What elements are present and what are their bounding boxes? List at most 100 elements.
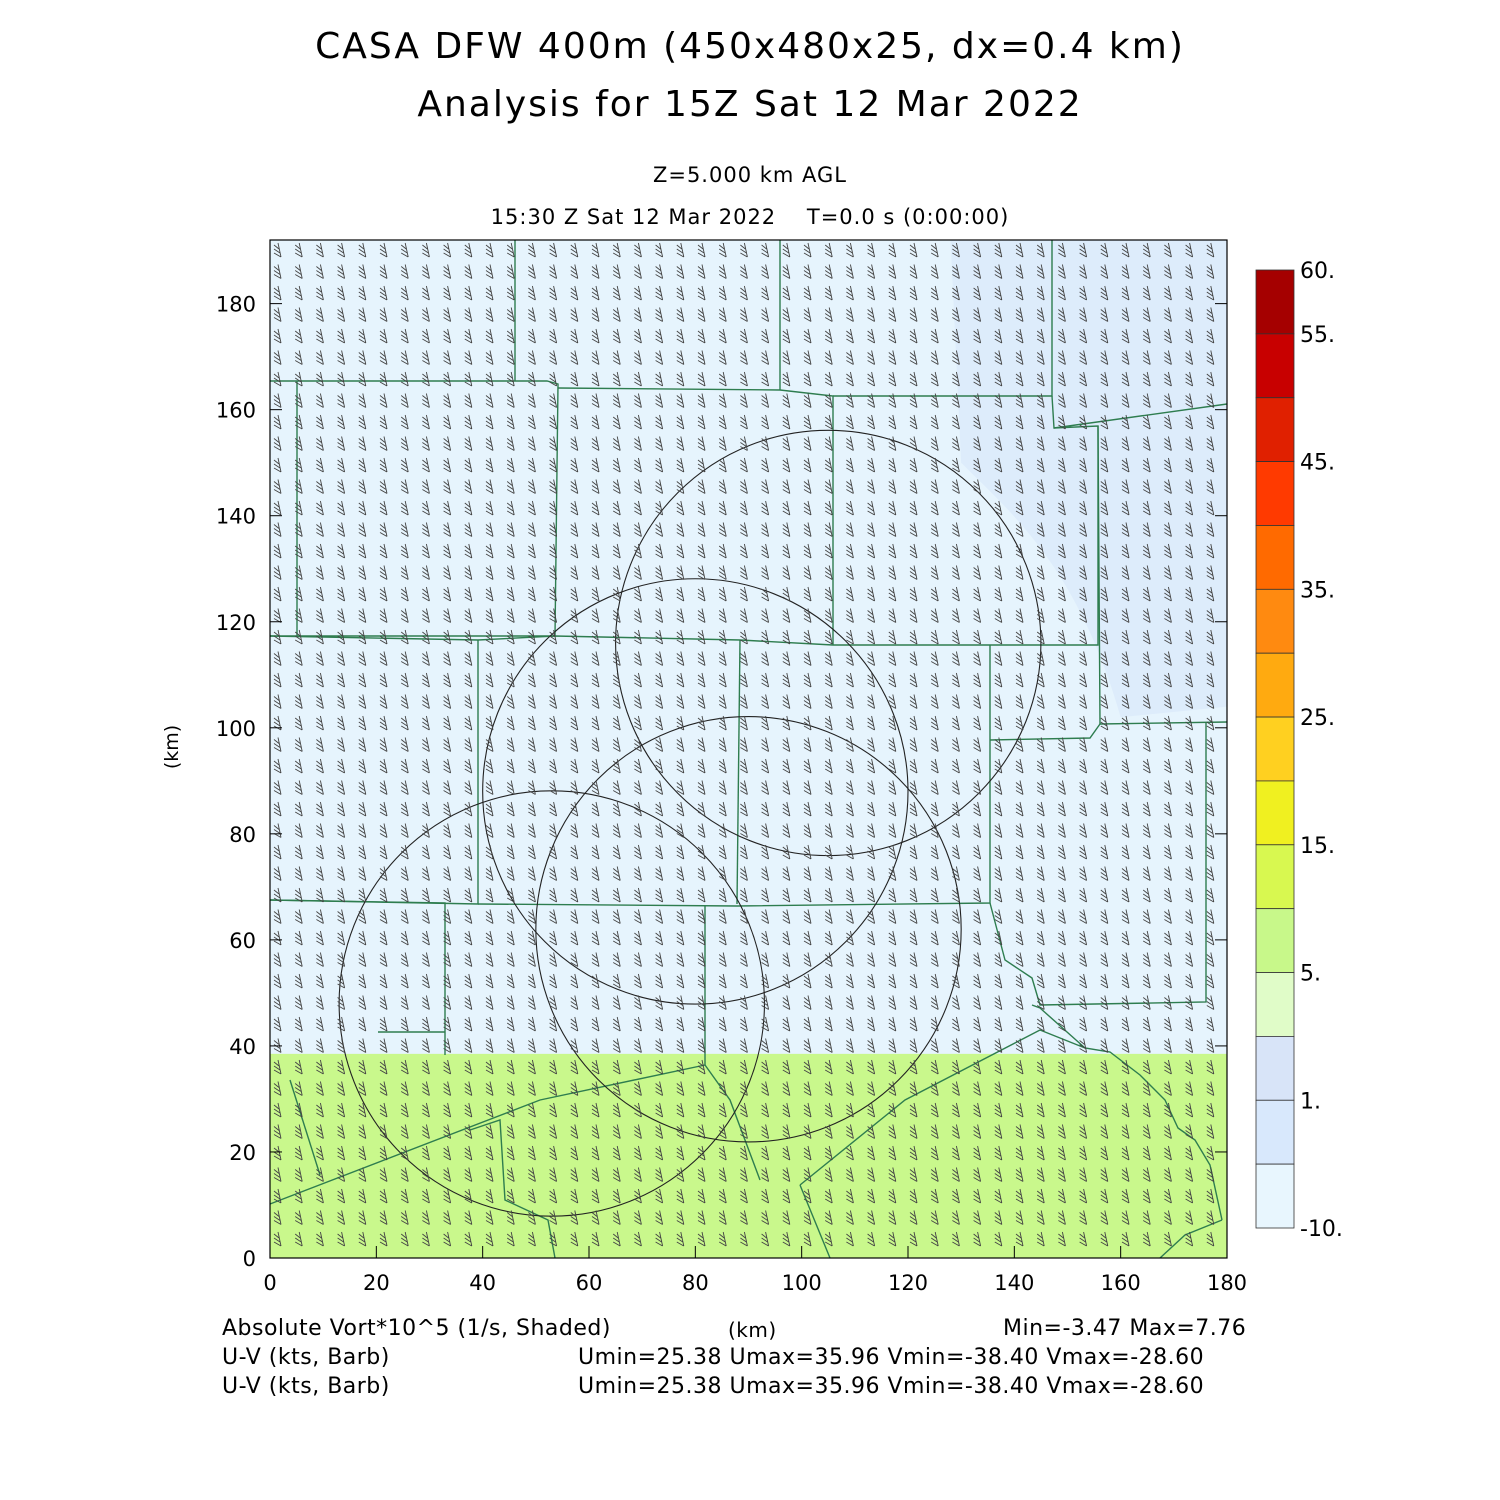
wind-barb <box>612 1124 621 1139</box>
wind-barb <box>464 651 473 666</box>
county-boundary-12 <box>736 639 741 905</box>
wind-barb <box>1100 995 1109 1010</box>
wind-barb <box>1058 543 1066 559</box>
wind-barb <box>528 715 536 731</box>
wind-barb <box>1185 608 1194 623</box>
wind-barb <box>570 436 579 451</box>
wind-barb <box>528 1167 536 1182</box>
wind-barb <box>846 1210 854 1225</box>
wind-barb <box>1185 909 1194 924</box>
wind-barb <box>485 328 494 344</box>
wind-barb <box>909 1081 918 1096</box>
wind-barb <box>612 436 621 451</box>
wind-barb <box>1164 285 1172 301</box>
colorbar-swatch <box>1255 525 1295 590</box>
wind-barb <box>379 952 388 967</box>
wind-barb <box>930 844 939 860</box>
wind-barb <box>337 586 346 602</box>
wind-barb <box>528 565 536 580</box>
valid-time-label: 15:30 Z Sat 12 Mar 2022 T=0.0 s (0:00:00… <box>490 205 1010 229</box>
y-tick-label: 100 <box>216 717 256 741</box>
wind-barb <box>591 758 600 774</box>
x-tick-label: 120 <box>888 1271 928 1295</box>
wind-barb <box>464 1145 473 1161</box>
wind-barb <box>316 1188 324 1204</box>
wind-barb <box>1142 930 1151 946</box>
wind-barb <box>867 887 876 903</box>
wind-barb <box>740 1145 748 1161</box>
wind-barb <box>316 801 324 817</box>
wind-barb <box>740 887 748 903</box>
wind-barb <box>1142 737 1151 752</box>
wind-barb <box>591 737 600 752</box>
wind-barb <box>634 350 642 365</box>
wind-barb <box>528 1102 536 1118</box>
county-boundary-8 <box>1053 403 1228 429</box>
wind-barb <box>1206 543 1215 559</box>
wind-barb <box>485 909 494 924</box>
wind-barb <box>1206 1038 1215 1053</box>
wind-barb <box>358 500 367 516</box>
wind-barb <box>612 694 621 709</box>
wind-barb <box>337 1210 346 1225</box>
wind-barb <box>824 1167 833 1182</box>
wind-barb <box>506 995 515 1010</box>
wind-barb <box>952 737 960 752</box>
wind-barb <box>1079 909 1088 924</box>
y-tick-label: 120 <box>216 611 256 635</box>
wind-barb <box>464 823 473 838</box>
wind-barb <box>1079 393 1088 408</box>
wind-barb <box>549 1188 558 1204</box>
wind-barb <box>697 1059 706 1075</box>
wind-barb <box>591 715 600 731</box>
wind-barb <box>570 1210 579 1225</box>
wind-barb <box>337 393 346 408</box>
wind-barb <box>952 844 960 860</box>
wind-barb <box>761 565 770 580</box>
wind-barb <box>803 672 812 688</box>
wind-barb <box>379 414 388 430</box>
wind-barb <box>1185 242 1194 258</box>
wind-barb <box>485 973 494 989</box>
wind-barb <box>1015 672 1024 688</box>
wind-barb <box>337 1059 346 1075</box>
wind-barb <box>930 1167 939 1182</box>
wind-barb <box>824 866 833 881</box>
wind-barb <box>1100 479 1109 494</box>
wind-barb <box>1100 780 1109 795</box>
wind-barb <box>1100 1124 1109 1139</box>
wind-barb <box>1185 1188 1194 1204</box>
wind-barb <box>1036 737 1045 752</box>
wind-barb <box>1142 350 1151 365</box>
wind-barb <box>952 543 960 559</box>
wind-barb <box>379 565 388 580</box>
wind-barb <box>379 823 388 838</box>
wind-barb <box>528 1038 536 1053</box>
wind-barb <box>612 1231 621 1247</box>
wind-barb <box>506 930 515 946</box>
wind-barb <box>1185 393 1194 408</box>
wind-barb <box>1185 1210 1194 1225</box>
wind-barb <box>570 651 579 666</box>
wind-barb <box>973 801 982 817</box>
wind-barb <box>316 715 324 731</box>
wind-barb <box>1142 1231 1151 1247</box>
wind-barb <box>316 393 324 408</box>
wind-barb <box>294 565 303 580</box>
wind-barb <box>952 522 960 537</box>
wind-barb <box>930 995 939 1010</box>
wind-barb <box>379 758 388 774</box>
wind-barb <box>591 1167 600 1182</box>
wind-barb <box>888 823 897 838</box>
wind-barb <box>1079 973 1088 989</box>
wind-barb <box>294 629 303 645</box>
wind-barb <box>697 285 706 301</box>
wind-barb <box>379 264 388 279</box>
wind-barb <box>506 694 515 709</box>
wind-barb <box>634 414 642 430</box>
wind-barb <box>655 500 664 516</box>
wind-barb <box>570 887 579 903</box>
wind-barb <box>740 651 748 666</box>
wind-barb <box>973 414 982 430</box>
wind-barb <box>1100 1145 1109 1161</box>
